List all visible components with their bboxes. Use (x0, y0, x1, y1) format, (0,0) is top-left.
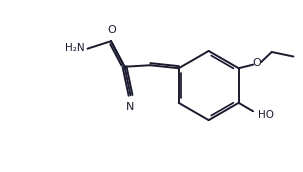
Text: N: N (126, 102, 135, 112)
Text: H₂N: H₂N (65, 43, 85, 53)
Text: O: O (107, 25, 116, 35)
Text: O: O (253, 58, 261, 68)
Text: HO: HO (258, 110, 275, 120)
